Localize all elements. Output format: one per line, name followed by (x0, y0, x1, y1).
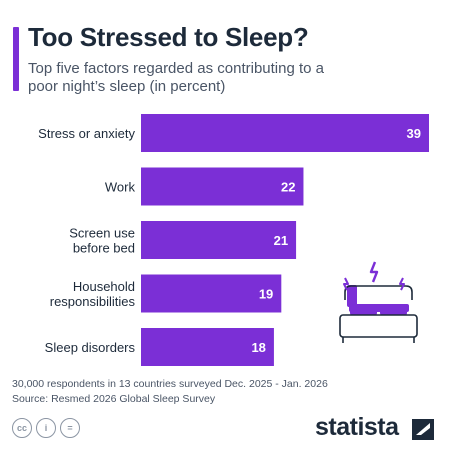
category-label-2: Screen use before bed (69, 226, 135, 256)
no-derivatives-icon: = (60, 418, 80, 438)
cc-icon: cc (12, 418, 32, 438)
value-label-4: 18 (251, 340, 265, 355)
bar-4 (141, 328, 274, 366)
brand-logo-text: statista (315, 413, 399, 441)
title-accent-bar (13, 27, 19, 91)
chart-subtitle: Top five factors regarded as contributin… (28, 60, 325, 95)
category-label-1: Work (105, 180, 136, 195)
value-label-2: 21 (274, 233, 288, 248)
bar-3 (141, 274, 282, 313)
value-label-3: 19 (259, 287, 273, 302)
attribution-icon: i (36, 418, 56, 438)
category-label-0: Stress or anxiety (38, 126, 135, 141)
bar-chart: 39 Stress or anxiety 22 Work 21 Screen use bef… (38, 114, 429, 366)
bar-2 (141, 221, 297, 259)
bed-icon (339, 285, 418, 343)
source-note: Source: Resmed 2026 Global Sleep Survey (12, 393, 216, 405)
bar-0 (141, 114, 429, 152)
value-label-0: 39 (407, 126, 421, 141)
survey-note: 30,000 respondents in 13 countries surve… (12, 378, 328, 390)
statista-logo-icon (412, 419, 434, 440)
license-icons: cc i = (12, 418, 80, 438)
bar-1 (141, 167, 304, 206)
category-label-3: Household responsibilities (50, 279, 136, 309)
lightning-icon (343, 261, 405, 291)
chart-title: Too Stressed to Sleep? (28, 22, 309, 52)
value-label-1: 22 (281, 180, 295, 195)
category-label-4: Sleep disorders (45, 340, 136, 355)
